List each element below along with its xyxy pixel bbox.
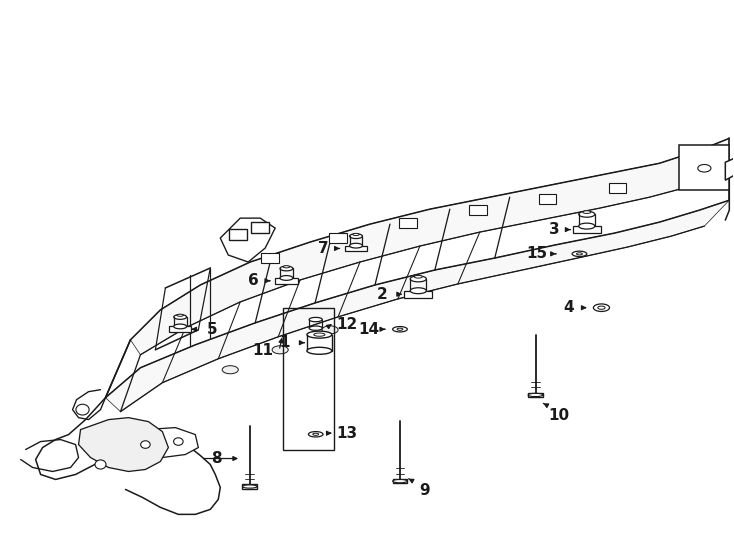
Bar xyxy=(283,308,334,450)
Ellipse shape xyxy=(597,306,605,309)
Ellipse shape xyxy=(313,433,319,435)
Ellipse shape xyxy=(174,315,186,319)
Ellipse shape xyxy=(698,165,711,172)
Bar xyxy=(404,291,432,298)
Text: 12: 12 xyxy=(336,318,357,333)
Bar xyxy=(230,228,247,240)
Bar xyxy=(573,226,600,233)
Ellipse shape xyxy=(141,441,150,448)
Ellipse shape xyxy=(593,304,609,312)
Bar xyxy=(528,393,543,397)
Ellipse shape xyxy=(397,328,403,330)
Text: 9: 9 xyxy=(419,483,429,498)
Text: 3: 3 xyxy=(548,222,559,237)
Ellipse shape xyxy=(572,251,586,256)
Polygon shape xyxy=(106,200,730,411)
Ellipse shape xyxy=(177,314,184,316)
Bar xyxy=(261,253,279,262)
Ellipse shape xyxy=(76,404,89,415)
Ellipse shape xyxy=(313,333,325,336)
Ellipse shape xyxy=(410,288,426,294)
Polygon shape xyxy=(725,158,734,180)
Bar xyxy=(275,278,297,284)
Ellipse shape xyxy=(528,393,543,396)
Ellipse shape xyxy=(353,233,359,235)
Bar xyxy=(252,221,269,233)
Ellipse shape xyxy=(576,253,582,255)
Text: 4: 4 xyxy=(563,300,574,315)
Ellipse shape xyxy=(307,347,332,354)
Bar xyxy=(399,218,417,228)
Ellipse shape xyxy=(583,211,591,213)
Ellipse shape xyxy=(349,234,363,239)
Ellipse shape xyxy=(309,318,322,322)
Ellipse shape xyxy=(414,275,422,278)
Bar xyxy=(393,479,407,483)
Ellipse shape xyxy=(578,211,595,217)
Ellipse shape xyxy=(578,223,595,229)
Polygon shape xyxy=(220,218,275,262)
Ellipse shape xyxy=(307,331,332,338)
Ellipse shape xyxy=(393,327,407,332)
Polygon shape xyxy=(79,417,168,471)
Bar xyxy=(593,304,609,312)
Ellipse shape xyxy=(349,244,363,248)
Text: 5: 5 xyxy=(206,322,217,337)
Bar xyxy=(469,205,487,215)
Bar xyxy=(539,194,556,204)
Ellipse shape xyxy=(95,460,106,469)
Text: 10: 10 xyxy=(548,408,570,423)
Bar xyxy=(608,183,626,193)
Text: 11: 11 xyxy=(252,343,274,359)
Bar xyxy=(169,327,192,332)
Ellipse shape xyxy=(280,275,293,280)
Text: 15: 15 xyxy=(526,246,548,261)
Ellipse shape xyxy=(174,438,183,446)
Polygon shape xyxy=(131,138,730,355)
Text: 7: 7 xyxy=(318,241,328,256)
Bar xyxy=(330,233,347,242)
Ellipse shape xyxy=(174,324,186,329)
Text: 14: 14 xyxy=(358,322,379,337)
Ellipse shape xyxy=(272,346,288,354)
Ellipse shape xyxy=(410,276,426,282)
Ellipse shape xyxy=(242,485,257,488)
Polygon shape xyxy=(118,428,198,457)
Ellipse shape xyxy=(283,266,290,268)
Ellipse shape xyxy=(393,480,407,483)
Ellipse shape xyxy=(322,326,338,334)
Bar xyxy=(345,246,367,251)
Bar xyxy=(242,484,257,489)
Text: 13: 13 xyxy=(336,426,357,441)
Ellipse shape xyxy=(309,326,322,330)
Text: 2: 2 xyxy=(377,287,387,302)
Ellipse shape xyxy=(308,431,323,437)
Ellipse shape xyxy=(280,266,293,271)
Ellipse shape xyxy=(222,366,239,374)
Text: 8: 8 xyxy=(211,451,222,466)
Bar xyxy=(680,145,730,190)
Text: 6: 6 xyxy=(248,273,259,288)
Text: 1: 1 xyxy=(280,335,290,350)
